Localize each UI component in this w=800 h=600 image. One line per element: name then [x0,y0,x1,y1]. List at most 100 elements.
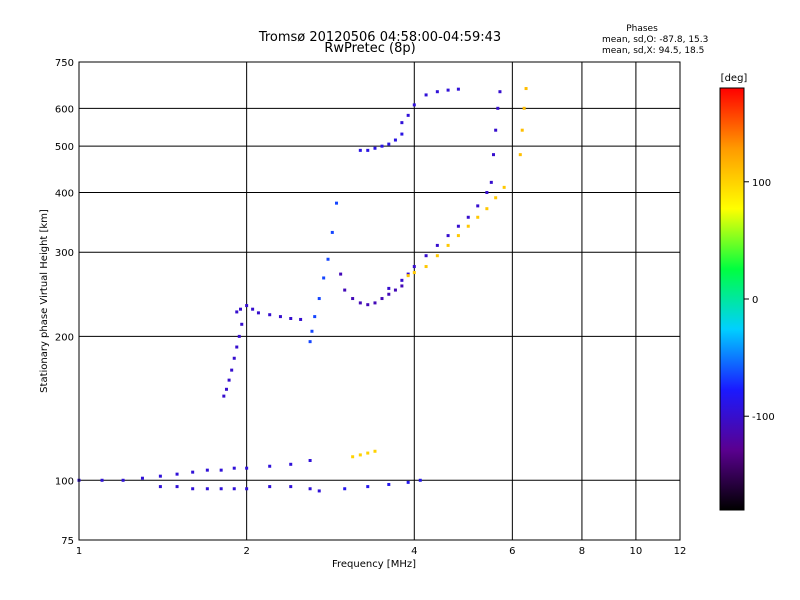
data-layer [77,87,528,493]
echo-point [520,128,524,132]
colorbar-tick-label: 100 [752,178,771,189]
echo-point [366,303,370,307]
echo-point [175,485,179,489]
echo-point [412,103,416,107]
echo-point [191,470,195,474]
echo-point [240,322,244,326]
y-tick-label: 400 [55,188,74,199]
chart-subtitle: RwPretec (8p) [324,41,415,56]
echo-point [412,271,416,275]
echo-point [205,487,209,491]
echo-point [299,317,303,321]
plot-area [79,62,680,540]
phases-line-x: mean, sd,X: 94.5, 18.5 [602,46,704,56]
echo-point [418,478,422,482]
echo-point [245,487,249,491]
chart-title: Tromsø 20120506 04:58:00-04:59:43 [258,30,501,45]
echo-point [322,276,326,280]
echo-point [140,476,144,480]
y-axis-label: Stationary phase Virtual Height [km] [39,209,50,393]
echo-point [387,482,391,486]
echo-point [373,301,377,305]
echo-point [245,304,249,308]
echo-point [224,387,228,391]
x-axis-label: Frequency [MHz] [332,559,416,570]
echo-point [456,234,460,238]
echo-point [308,487,312,491]
echo-point [121,478,125,482]
echo-point [317,297,321,301]
echo-point [268,313,272,317]
echo-point [335,201,339,205]
y-tick-label: 750 [55,58,74,69]
echo-point [175,472,179,476]
echo-point [498,90,502,94]
echo-point [406,113,410,117]
echo-point [476,204,480,208]
echo-point [524,87,528,91]
echo-point [232,487,236,491]
echo-point [237,334,241,338]
echo-point [289,316,293,320]
echo-point [406,274,410,278]
echo-point [222,394,226,398]
echo-point [268,485,272,489]
echo-point [424,93,428,97]
echo-point [235,310,239,314]
echo-point [366,451,370,455]
grid-layer [79,62,680,540]
echo-point [308,340,312,344]
echo-point [351,455,355,459]
phases-line-o: mean, sd,O: -87.8, 15.3 [602,35,708,45]
echo-point [456,224,460,228]
x-tick-label: 6 [509,546,515,557]
echo-point [317,489,321,493]
echo-point [494,196,498,200]
x-tick-label: 2 [243,546,249,557]
echo-point [339,272,343,276]
echo-point [278,315,282,319]
echo-point [227,378,231,382]
colorbar-label: [deg] [721,73,748,84]
echo-point [485,207,489,211]
echo-point [330,230,334,234]
echo-point [496,106,500,110]
echo-point [491,153,495,157]
colorbar-ticks: 100 0 -100 [744,178,775,423]
echo-point [485,190,489,194]
x-tick-label: 10 [630,546,643,557]
echo-point [326,257,330,261]
echo-point [191,487,195,491]
x-tick-label: 8 [579,546,585,557]
echo-point [446,234,450,238]
echo-point [387,142,391,146]
colorbar-tick-label: -100 [752,412,775,423]
echo-point [387,286,391,290]
echo-point [412,265,416,269]
echo-point [289,462,293,466]
echo-point [373,146,377,150]
x-tick-label: 1 [76,546,82,557]
echo-point [393,138,397,142]
echo-point [494,128,498,132]
y-tick-label: 500 [55,142,74,153]
echo-point [502,185,506,189]
echo-point [446,88,450,92]
echo-point [351,297,355,301]
echo-point [268,464,272,468]
y-tick-label: 600 [55,104,74,115]
plot-frame [78,61,681,541]
echo-point [230,368,234,372]
echo-point [205,468,209,472]
echo-point [393,288,397,292]
x-tick-label: 12 [674,546,687,557]
colorbar [719,87,745,511]
echo-point [400,121,404,125]
echo-point [424,265,428,269]
echo-point [245,466,249,470]
echo-point [522,106,526,110]
echo-point [424,254,428,258]
echo-point [366,148,370,152]
echo-point [466,215,470,219]
